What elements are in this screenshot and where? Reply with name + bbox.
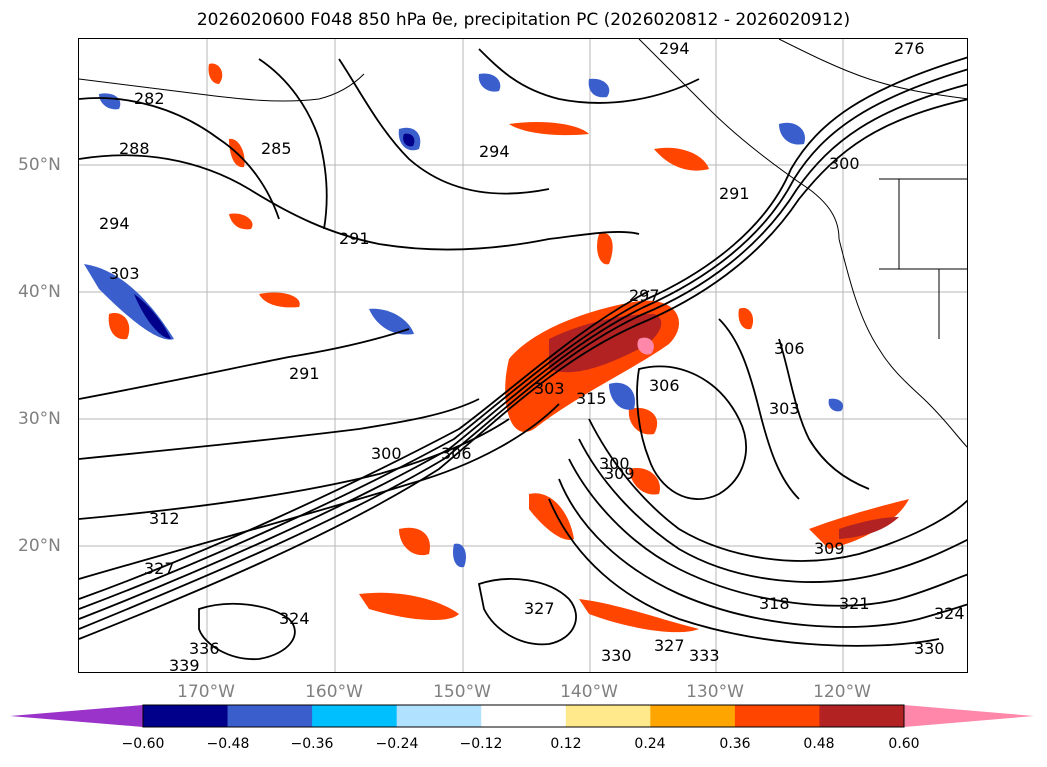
contour-label-330b: 330 xyxy=(914,639,945,658)
precip-negative-shading xyxy=(84,73,844,568)
contour-label-297: 297 xyxy=(629,286,660,305)
colorbar-tick-6: 0.12 xyxy=(550,736,582,752)
contour-label-291c: 291 xyxy=(289,364,320,383)
colorbar-segment xyxy=(396,705,482,727)
colorbar-segment xyxy=(819,705,905,727)
contour-label-303c: 303 xyxy=(109,264,140,283)
contour-label-327c: 327 xyxy=(654,636,685,655)
colorbar-segment xyxy=(565,705,651,727)
map-canvas: 282 285 288 291 291 291 294 294 294 297 … xyxy=(79,39,967,673)
lon-label-130w: 130°W xyxy=(686,682,744,702)
lon-label-120w: 120°W xyxy=(813,682,871,702)
contour-label-315: 315 xyxy=(576,389,607,408)
contour-label-306a: 306 xyxy=(441,444,472,463)
colorbar-tick-4: −0.24 xyxy=(375,736,419,752)
colorbar-segment xyxy=(143,705,229,727)
contour-label-330a: 330 xyxy=(601,646,632,665)
contour-label-327a: 327 xyxy=(144,559,175,578)
lat-label-40n: 40°N xyxy=(18,282,61,302)
colorbar-segment xyxy=(650,705,736,727)
colorbar-tick-7: 0.24 xyxy=(634,736,666,752)
map-panel[interactable]: 282 285 288 291 291 291 294 294 294 297 … xyxy=(78,38,968,673)
lat-label-30n: 30°N xyxy=(18,409,61,429)
colorbar-tick-1: −0.60 xyxy=(121,736,165,752)
colorbar xyxy=(10,704,1034,728)
contour-label-309b: 309 xyxy=(814,539,845,558)
colorbar-segment xyxy=(227,705,313,727)
contour-label-333: 333 xyxy=(689,646,720,665)
colorbar-segments xyxy=(143,705,905,727)
contour-label-336: 336 xyxy=(189,639,220,658)
contour-label-306c: 306 xyxy=(774,339,805,358)
contour-label-300b: 300 xyxy=(829,154,860,173)
lat-label-20n: 20°N xyxy=(18,536,61,556)
colorbar-tick-2: −0.48 xyxy=(206,736,250,752)
contour-label-285: 285 xyxy=(261,139,292,158)
colorbar-tick-3: −0.36 xyxy=(290,736,334,752)
lat-label-50n: 50°N xyxy=(18,155,61,175)
contour-label-318: 318 xyxy=(759,594,790,613)
contour-label-327b: 327 xyxy=(524,599,555,618)
contour-label-294b: 294 xyxy=(479,142,510,161)
contour-label-306b: 306 xyxy=(649,376,680,395)
lon-label-160w: 160°W xyxy=(305,682,363,702)
page-title: 2026020600 F048 850 hPa θe, precipitatio… xyxy=(196,10,851,30)
contour-label-321: 321 xyxy=(839,594,870,613)
colorbar-tick-9: 0.48 xyxy=(803,736,835,752)
colorbar-tick-5: −0.12 xyxy=(459,736,503,752)
contour-label-324b: 324 xyxy=(934,604,965,623)
contour-label-339: 339 xyxy=(169,656,200,673)
contour-label-294c: 294 xyxy=(659,39,690,58)
contour-labels: 282 285 288 291 291 291 294 294 294 297 … xyxy=(99,39,965,673)
contour-label-309a: 309 xyxy=(604,464,635,483)
contour-label-276: 276 xyxy=(894,39,925,58)
lon-label-170w: 170°W xyxy=(177,682,235,702)
lon-label-150w: 150°W xyxy=(433,682,491,702)
colorbar-extend-max xyxy=(904,705,1034,727)
contour-label-291b: 291 xyxy=(719,184,750,203)
contour-label-303a: 303 xyxy=(534,379,565,398)
theta-e-contours xyxy=(79,48,967,660)
coastlines xyxy=(79,39,967,448)
contour-label-300c: 300 xyxy=(599,454,630,473)
contour-label-324a: 324 xyxy=(279,609,310,628)
contour-label-303b: 303 xyxy=(769,399,800,418)
contour-label-288: 288 xyxy=(119,139,150,158)
contour-label-291a: 291 xyxy=(339,229,370,248)
colorbar-segment xyxy=(734,705,820,727)
colorbar-segment xyxy=(312,705,398,727)
colorbar-tick-10: 0.60 xyxy=(888,736,920,752)
contour-label-294a: 294 xyxy=(99,214,130,233)
lon-label-140w: 140°W xyxy=(560,682,618,702)
contour-label-300a: 300 xyxy=(371,444,402,463)
colorbar-tick-8: 0.36 xyxy=(719,736,751,752)
contour-label-312: 312 xyxy=(149,509,180,528)
colorbar-extend-min xyxy=(10,705,143,727)
contour-label-282: 282 xyxy=(134,89,165,108)
colorbar-segment xyxy=(481,705,567,727)
